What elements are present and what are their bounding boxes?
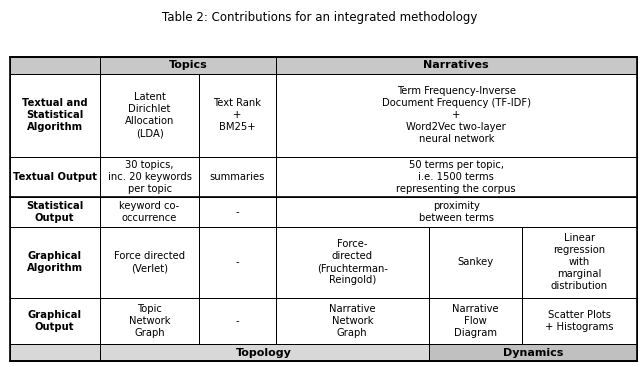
Bar <box>276 74 637 157</box>
Bar <box>100 157 199 197</box>
Text: keyword co-
occurrence: keyword co- occurrence <box>120 201 180 224</box>
Bar <box>10 57 637 361</box>
Text: Graphical
Algorithm: Graphical Algorithm <box>27 251 83 273</box>
Bar <box>199 227 276 298</box>
Bar <box>199 74 276 157</box>
Text: summaries: summaries <box>210 172 265 182</box>
Text: Graphical
Output: Graphical Output <box>28 310 82 332</box>
Bar <box>429 227 522 298</box>
Bar <box>100 157 199 197</box>
Text: Table 2: Contributions for an integrated methodology: Table 2: Contributions for an integrated… <box>163 11 477 24</box>
Bar <box>199 157 276 197</box>
Bar <box>276 197 637 227</box>
Bar <box>199 298 276 345</box>
Bar <box>100 74 199 157</box>
Text: Narrative
Flow
Diagram: Narrative Flow Diagram <box>452 304 499 338</box>
Bar <box>100 298 199 345</box>
Text: Linear
regression
with
marginal
distribution: Linear regression with marginal distribu… <box>551 233 608 291</box>
Text: 30 topics,
inc. 20 keywords
per topic: 30 topics, inc. 20 keywords per topic <box>108 160 191 194</box>
Text: Topics: Topics <box>168 61 207 70</box>
Text: Textual and
Statistical
Algorithm: Textual and Statistical Algorithm <box>22 98 88 132</box>
Text: Term Frequency-Inverse
Document Frequency (TF-IDF)
+
Word2Vec two-layer
neural n: Term Frequency-Inverse Document Frequenc… <box>382 87 531 145</box>
Text: -: - <box>236 316 239 326</box>
Text: Topology: Topology <box>236 348 292 358</box>
Bar <box>276 298 429 345</box>
Bar <box>10 197 100 227</box>
Bar <box>276 57 637 74</box>
Bar <box>10 157 100 197</box>
Bar <box>10 57 100 74</box>
Bar <box>100 197 199 227</box>
Text: Text Rank
+
BM25+: Text Rank + BM25+ <box>214 98 262 132</box>
Bar <box>199 74 276 157</box>
Text: -: - <box>236 257 239 268</box>
Bar <box>10 345 100 361</box>
Bar <box>276 227 429 298</box>
Bar <box>100 345 429 361</box>
Bar <box>522 227 637 298</box>
Bar <box>429 298 522 345</box>
Bar <box>10 298 100 345</box>
Text: -: - <box>236 207 239 217</box>
Bar <box>10 197 100 227</box>
Bar <box>429 345 637 361</box>
Bar <box>429 345 637 361</box>
Bar <box>276 74 637 157</box>
Bar <box>10 227 100 298</box>
Text: Topic
Network
Graph: Topic Network Graph <box>129 304 170 338</box>
Bar <box>429 227 522 298</box>
Text: Force directed
(Verlet): Force directed (Verlet) <box>114 251 185 273</box>
Bar <box>276 157 637 197</box>
Bar <box>276 157 637 197</box>
Text: Dynamics: Dynamics <box>502 348 563 358</box>
Bar <box>100 74 199 157</box>
Text: Textual Output: Textual Output <box>13 172 97 182</box>
Text: 50 terms per topic,
i.e. 1500 terms
representing the corpus: 50 terms per topic, i.e. 1500 terms repr… <box>396 160 516 194</box>
Bar <box>10 227 100 298</box>
Text: Statistical
Output: Statistical Output <box>26 201 83 224</box>
Text: Latent
Dirichlet
Allocation
(LDA): Latent Dirichlet Allocation (LDA) <box>125 92 174 138</box>
Bar <box>199 227 276 298</box>
Text: Narratives: Narratives <box>424 61 489 70</box>
Bar <box>100 345 429 361</box>
Bar <box>199 197 276 227</box>
Text: Scatter Plots
+ Histograms: Scatter Plots + Histograms <box>545 310 614 332</box>
Bar <box>100 57 276 74</box>
Bar <box>199 157 276 197</box>
Bar <box>10 157 100 197</box>
Bar <box>522 298 637 345</box>
Bar <box>276 298 429 345</box>
Bar <box>276 57 637 74</box>
Bar <box>100 197 199 227</box>
Bar <box>10 74 100 157</box>
Bar <box>100 227 199 298</box>
Text: Force-
directed
(Fruchterman-
Reingold): Force- directed (Fruchterman- Reingold) <box>317 239 388 286</box>
Bar <box>276 227 429 298</box>
Bar <box>276 197 637 227</box>
Bar <box>10 298 100 345</box>
Bar <box>199 197 276 227</box>
Bar <box>522 298 637 345</box>
Bar <box>10 345 100 361</box>
Bar <box>429 298 522 345</box>
Bar <box>100 298 199 345</box>
Bar <box>522 227 637 298</box>
Bar <box>100 227 199 298</box>
Bar <box>199 298 276 345</box>
Text: Sankey: Sankey <box>458 257 493 268</box>
Text: Narrative
Network
Graph: Narrative Network Graph <box>329 304 376 338</box>
Bar <box>100 57 276 74</box>
Text: proximity
between terms: proximity between terms <box>419 201 494 224</box>
Bar <box>10 57 100 74</box>
Bar <box>10 74 100 157</box>
